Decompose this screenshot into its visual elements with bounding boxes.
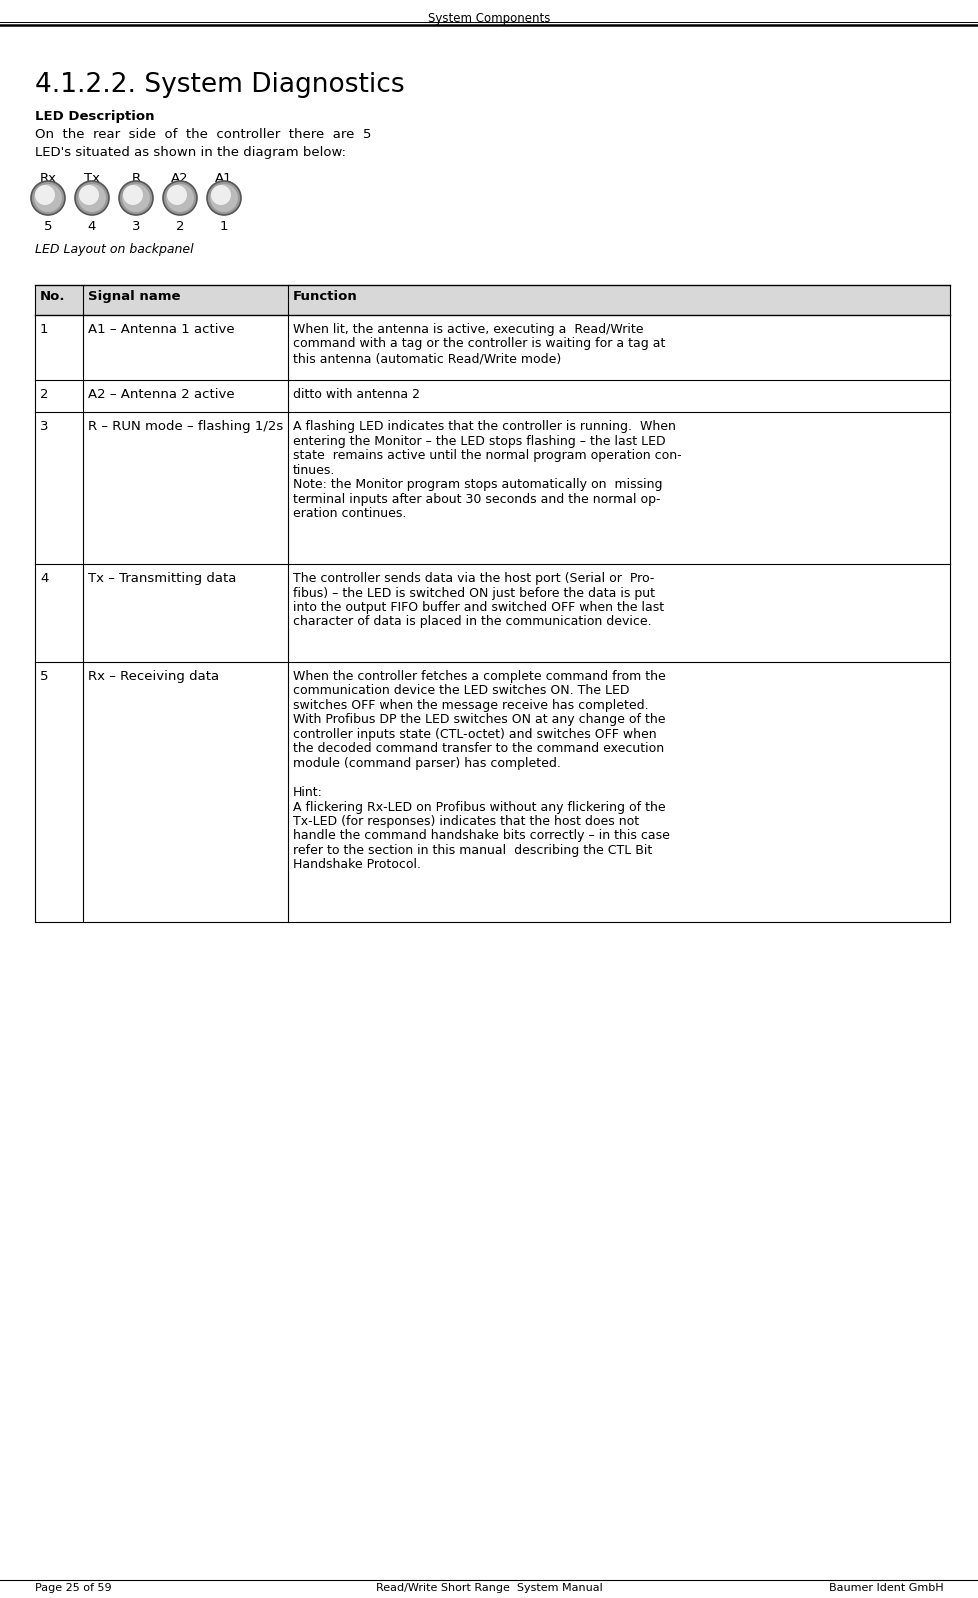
Text: ditto with antenna 2: ditto with antenna 2: [292, 388, 420, 401]
Text: Rx: Rx: [39, 173, 57, 185]
Text: 4: 4: [40, 572, 48, 585]
Circle shape: [78, 184, 106, 213]
Text: Tx: Tx: [84, 173, 100, 185]
Text: Function: Function: [292, 289, 357, 304]
Text: Baumer Ident GmbH: Baumer Ident GmbH: [828, 1584, 943, 1593]
Text: refer to the section in this manual  describing the CTL Bit: refer to the section in this manual desc…: [292, 844, 651, 857]
Circle shape: [162, 181, 197, 216]
Text: tinues.: tinues.: [292, 463, 335, 476]
Text: LED Description: LED Description: [35, 110, 155, 123]
Text: With Profibus DP the LED switches ON at any change of the: With Profibus DP the LED switches ON at …: [292, 713, 665, 727]
Text: 1: 1: [40, 323, 49, 336]
Text: No.: No.: [40, 289, 66, 304]
Circle shape: [79, 185, 99, 205]
Text: On  the  rear  side  of  the  controller  there  are  5: On the rear side of the controller there…: [35, 128, 371, 141]
Text: this antenna (automatic Read/Write mode): this antenna (automatic Read/Write mode): [292, 352, 560, 364]
Circle shape: [206, 181, 241, 216]
Text: handle the command handshake bits correctly – in this case: handle the command handshake bits correc…: [292, 829, 669, 842]
Text: command with a tag or the controller is waiting for a tag at: command with a tag or the controller is …: [292, 337, 665, 350]
Text: terminal inputs after about 30 seconds and the normal op-: terminal inputs after about 30 seconds a…: [292, 492, 660, 505]
Text: controller inputs state (CTL-octet) and switches OFF when: controller inputs state (CTL-octet) and …: [292, 729, 656, 741]
Circle shape: [123, 185, 143, 205]
Text: entering the Monitor – the LED stops flashing – the last LED: entering the Monitor – the LED stops fla…: [292, 435, 665, 447]
Text: LED's situated as shown in the diagram below:: LED's situated as shown in the diagram b…: [35, 145, 345, 158]
Text: Note: the Monitor program stops automatically on  missing: Note: the Monitor program stops automati…: [292, 478, 662, 491]
Text: fibus) – the LED is switched ON just before the data is put: fibus) – the LED is switched ON just bef…: [292, 586, 654, 599]
Text: 2: 2: [176, 221, 184, 233]
Text: A1: A1: [215, 173, 233, 185]
Text: into the output FIFO buffer and switched OFF when the last: into the output FIFO buffer and switched…: [292, 601, 663, 614]
Text: switches OFF when the message receive has completed.: switches OFF when the message receive ha…: [292, 698, 648, 713]
Circle shape: [166, 184, 194, 213]
Text: 3: 3: [40, 420, 49, 433]
Text: System Components: System Components: [427, 13, 550, 26]
Text: When lit, the antenna is active, executing a  Read/Write: When lit, the antenna is active, executi…: [292, 323, 643, 336]
Text: eration continues.: eration continues.: [292, 507, 406, 519]
Text: 4.1.2.2. System Diagnostics: 4.1.2.2. System Diagnostics: [35, 72, 404, 97]
Text: 2: 2: [40, 388, 49, 401]
Text: 5: 5: [44, 221, 52, 233]
Text: A1 – Antenna 1 active: A1 – Antenna 1 active: [88, 323, 235, 336]
Text: Rx – Receiving data: Rx – Receiving data: [88, 670, 219, 682]
Circle shape: [210, 184, 238, 213]
Text: Page 25 of 59: Page 25 of 59: [35, 1584, 111, 1593]
Text: Signal name: Signal name: [88, 289, 180, 304]
Circle shape: [31, 181, 65, 216]
Text: Hint:: Hint:: [292, 786, 323, 799]
Text: state  remains active until the normal program operation con-: state remains active until the normal pr…: [292, 449, 681, 462]
Circle shape: [119, 181, 153, 216]
Text: Tx – Transmitting data: Tx – Transmitting data: [88, 572, 236, 585]
Text: 1: 1: [219, 221, 228, 233]
Circle shape: [122, 184, 150, 213]
Text: The controller sends data via the host port (Serial or  Pro-: The controller sends data via the host p…: [292, 572, 653, 585]
Text: the decoded command transfer to the command execution: the decoded command transfer to the comm…: [292, 743, 663, 756]
Text: R – RUN mode – flashing 1/2s: R – RUN mode – flashing 1/2s: [88, 420, 283, 433]
Text: character of data is placed in the communication device.: character of data is placed in the commu…: [292, 615, 651, 628]
Text: A flashing LED indicates that the controller is running.  When: A flashing LED indicates that the contro…: [292, 420, 675, 433]
Text: 5: 5: [40, 670, 49, 682]
Circle shape: [167, 185, 187, 205]
Text: A flickering Rx-LED on Profibus without any flickering of the: A flickering Rx-LED on Profibus without …: [292, 801, 665, 813]
Text: 4: 4: [88, 221, 96, 233]
Circle shape: [211, 185, 231, 205]
Circle shape: [35, 185, 55, 205]
Bar: [35, 284, 949, 315]
Text: 3: 3: [132, 221, 140, 233]
Text: Handshake Protocol.: Handshake Protocol.: [292, 858, 421, 871]
Text: Tx-LED (for responses) indicates that the host does not: Tx-LED (for responses) indicates that th…: [292, 815, 639, 828]
Circle shape: [34, 184, 62, 213]
Text: A2 – Antenna 2 active: A2 – Antenna 2 active: [88, 388, 235, 401]
Text: module (command parser) has completed.: module (command parser) has completed.: [292, 757, 560, 770]
Text: communication device the LED switches ON. The LED: communication device the LED switches ON…: [292, 684, 629, 697]
Text: A2: A2: [171, 173, 189, 185]
Text: When the controller fetches a complete command from the: When the controller fetches a complete c…: [292, 670, 665, 682]
Circle shape: [75, 181, 109, 216]
Text: R: R: [131, 173, 141, 185]
Text: Read/Write Short Range  System Manual: Read/Write Short Range System Manual: [376, 1584, 602, 1593]
Text: LED Layout on backpanel: LED Layout on backpanel: [35, 243, 194, 256]
